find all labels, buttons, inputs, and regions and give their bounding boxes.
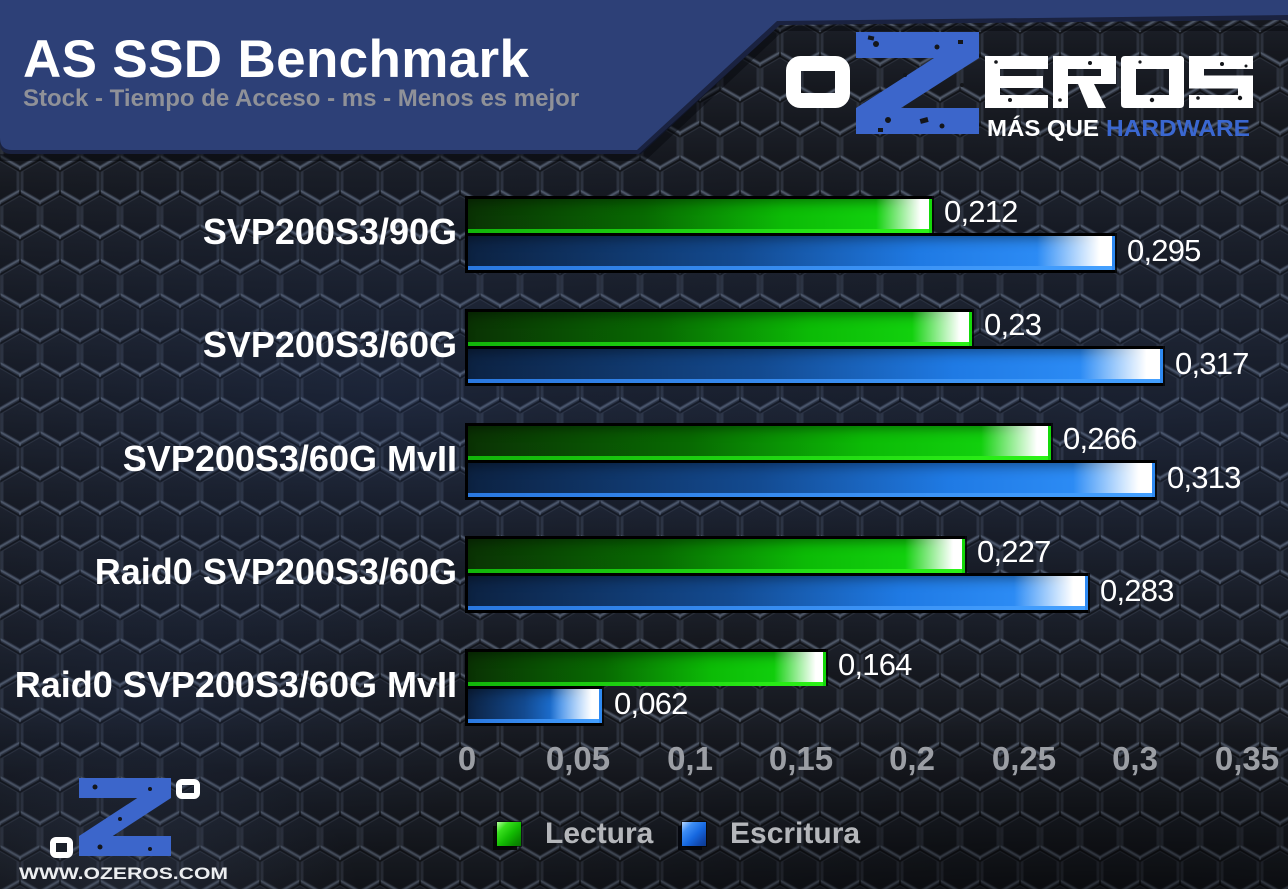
svg-text:WWW.OZEROS.COM: WWW.OZEROS.COM <box>19 864 228 883</box>
svg-text:HARDWARE: HARDWARE <box>1106 115 1250 141</box>
svg-text:MÁS QUE: MÁS QUE <box>987 114 1099 141</box>
